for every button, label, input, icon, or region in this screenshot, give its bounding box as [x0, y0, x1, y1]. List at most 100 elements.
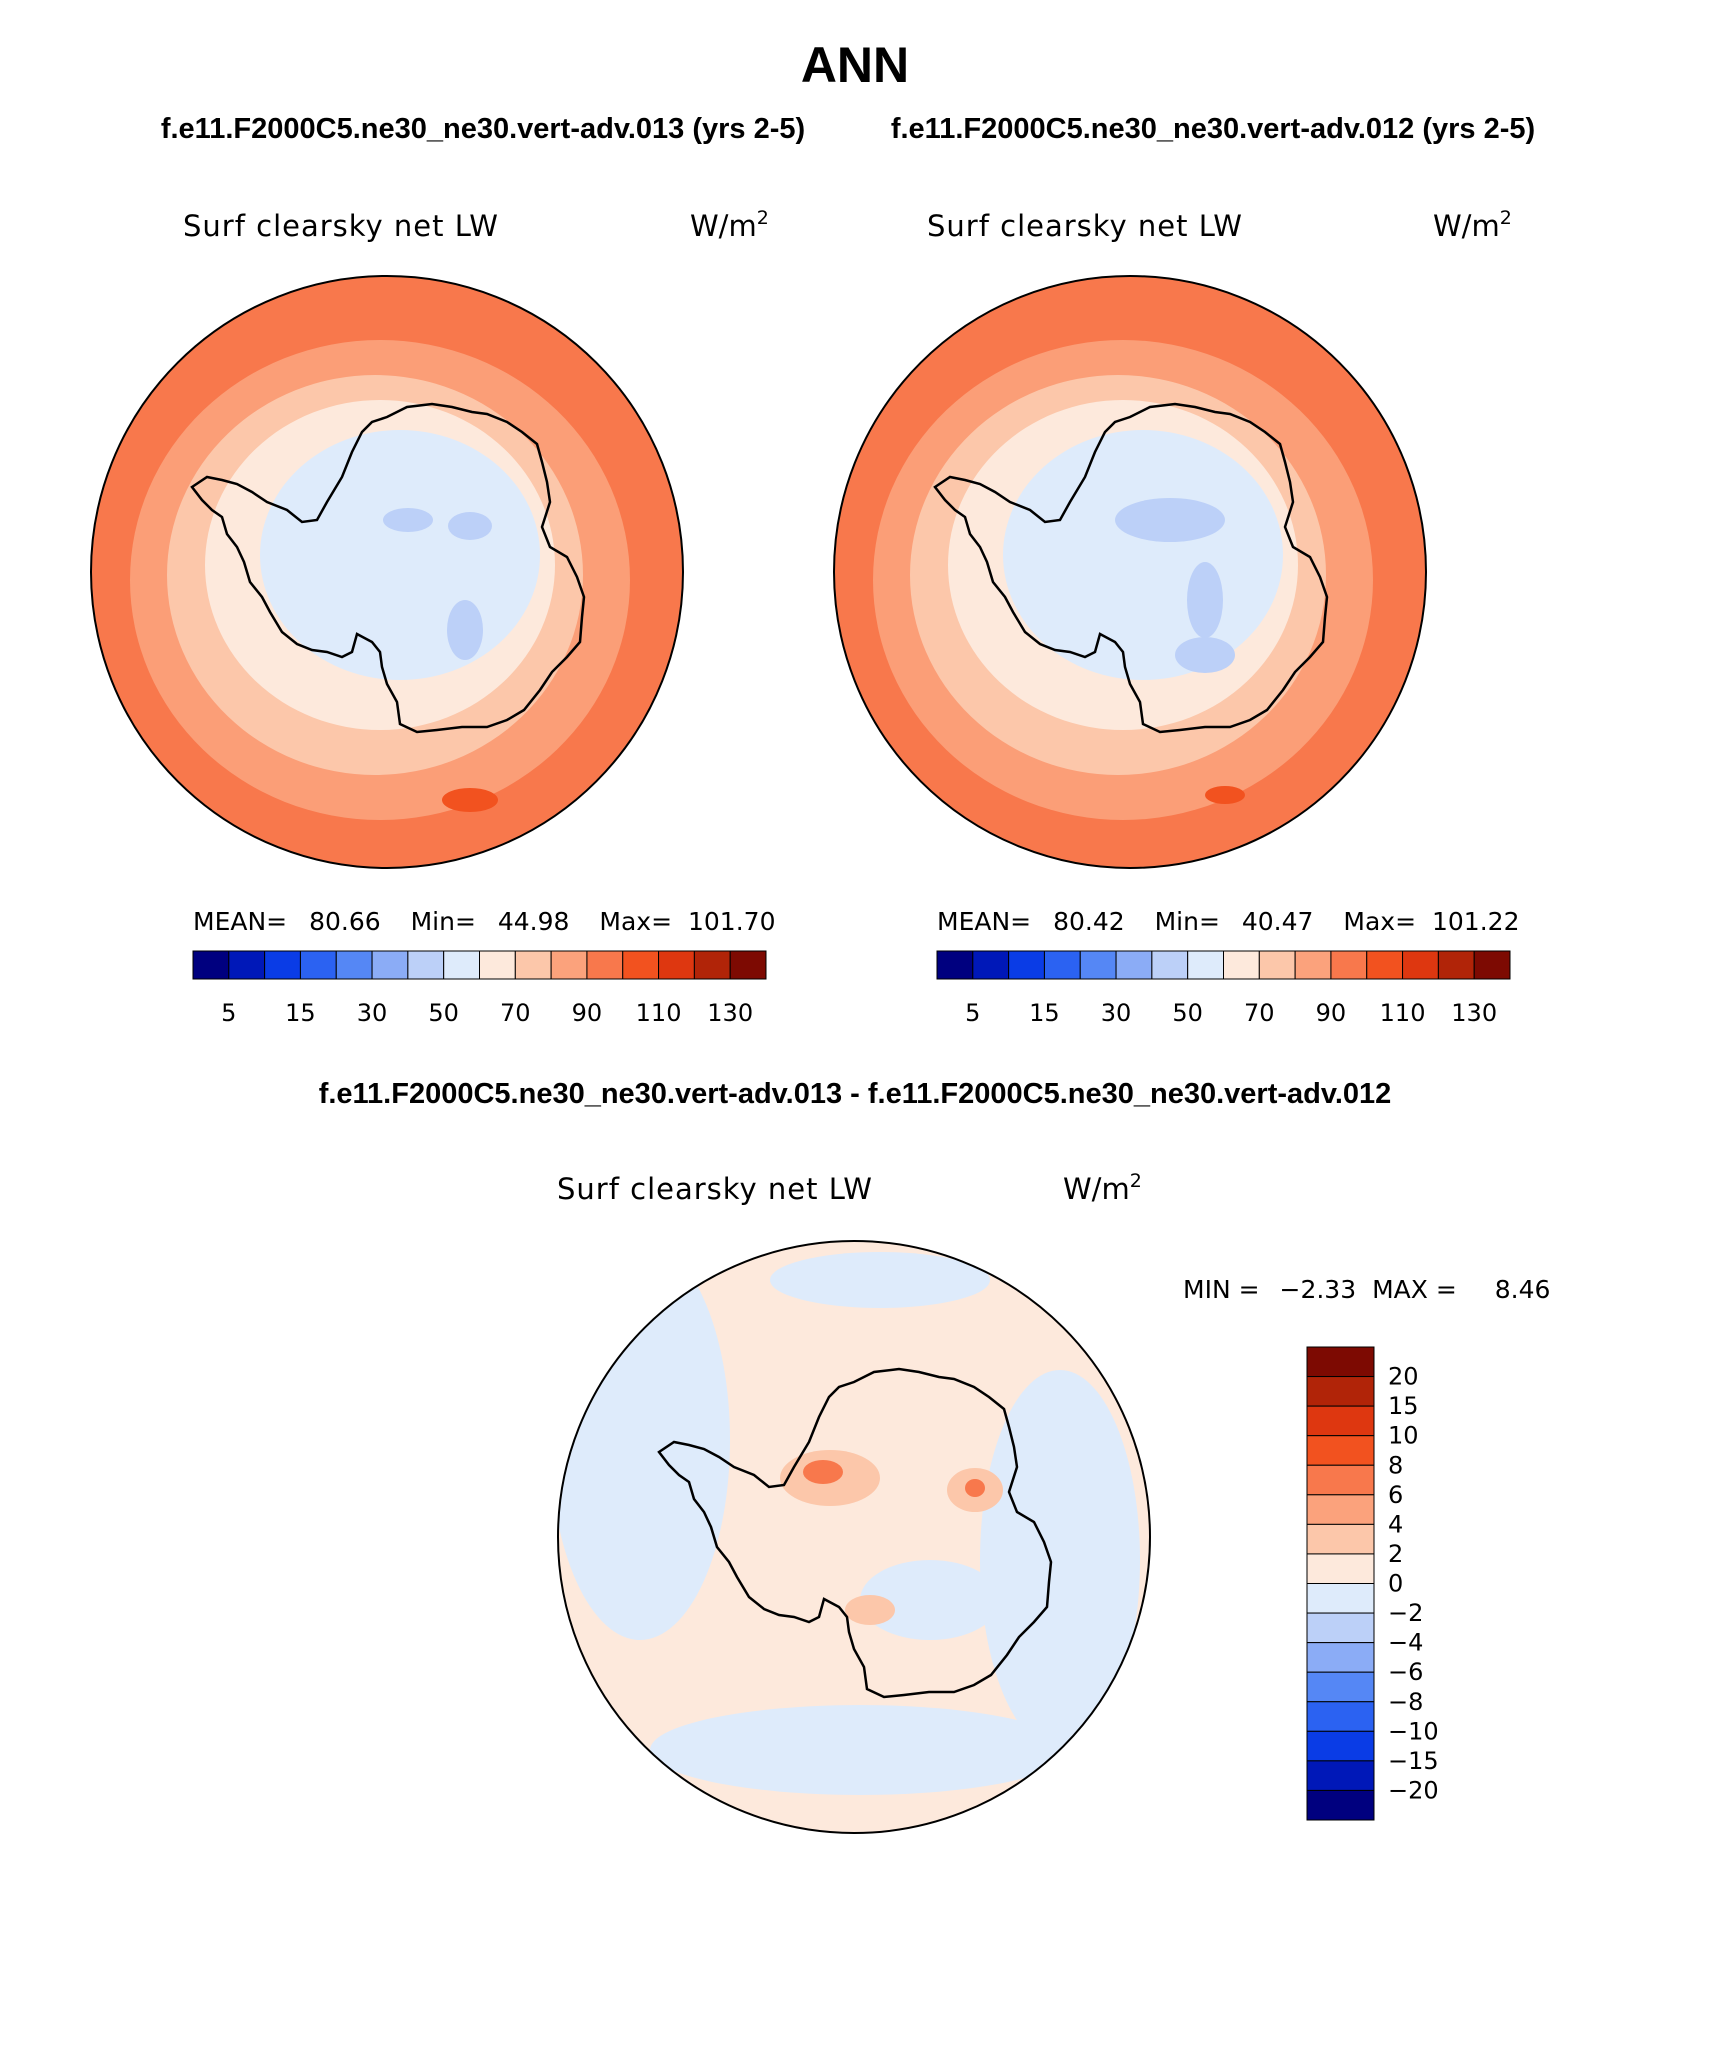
colorbar-swatch	[1306, 1671, 1375, 1703]
map2-max-a	[1205, 786, 1245, 804]
colorbar-swatch	[936, 950, 974, 980]
map3-pos-c	[845, 1595, 895, 1625]
colorbar-swatch	[1330, 950, 1368, 980]
colorbar-tick-label: 0	[1388, 1570, 1403, 1598]
colorbar-swatch	[1306, 1583, 1375, 1614]
colorbar-tick-label: 90	[1316, 999, 1347, 1027]
map2-max-b	[1476, 566, 1488, 574]
panel1-stats: MEAN= 80.66 Min= 44.98 Max= 101.70	[193, 907, 775, 936]
colorbar-tick-label: 20	[1388, 1363, 1419, 1391]
colorbar-swatch	[1079, 950, 1117, 980]
map1-min-a	[383, 508, 433, 532]
colorbar-swatch	[1306, 1760, 1375, 1791]
panel2-stats: MEAN= 80.42 Min= 40.47 Max= 101.22	[937, 907, 1519, 936]
colorbar-swatch	[1473, 950, 1511, 980]
colorbar-tick-label: 130	[1451, 999, 1497, 1027]
panel3-units: W/m2	[1063, 1170, 1142, 1206]
colorbar-swatch	[1151, 950, 1189, 980]
panel-difference: Surf clearsky net LW W/m2 MIN = −2.33 MA…	[557, 1170, 1550, 1834]
colorbar-swatch	[622, 950, 660, 980]
colorbar-swatch	[693, 950, 731, 980]
colorbar-tick-label: 90	[572, 999, 603, 1027]
colorbar-swatch	[264, 950, 301, 980]
colorbar-swatch	[658, 950, 695, 980]
map2-border	[833, 275, 1427, 869]
map2-min-c	[1175, 637, 1235, 673]
colorbar-tick-label: −20	[1388, 1776, 1439, 1804]
colorbar-tick-label: −10	[1388, 1717, 1439, 1745]
colorbar-swatch	[1306, 1553, 1375, 1584]
map-case2	[834, 276, 1488, 868]
colorbar-tick-label: 4	[1388, 1510, 1403, 1538]
colorbar-swatch	[1306, 1494, 1375, 1525]
colorbar-swatch	[1043, 950, 1081, 980]
colorbar-tick-label: 70	[1244, 999, 1275, 1027]
colorbar-swatch	[335, 950, 373, 980]
map1-border	[90, 275, 684, 869]
panel-case1: Surf clearsky net LW W/m2 MEAN= 80.66 Mi…	[90, 207, 775, 1027]
colorbar-tick-label: −2	[1388, 1599, 1423, 1627]
colorbar-tick-label: 70	[500, 999, 531, 1027]
map1-max-a	[442, 788, 498, 812]
colorbar-tick-label: 2	[1388, 1540, 1403, 1568]
season-title: ANN	[801, 37, 909, 93]
colorbar-swatch	[299, 950, 337, 980]
colorbar-tick-label: −15	[1388, 1747, 1439, 1775]
map3-neg-north	[770, 1252, 990, 1308]
colorbar-swatch	[1306, 1730, 1375, 1762]
colorbar-swatch	[1306, 1612, 1375, 1644]
colorbar-swatch	[371, 950, 409, 980]
colorbar-swatch	[1115, 950, 1153, 980]
map3-border	[557, 1240, 1151, 1834]
map1-min-b	[447, 600, 483, 660]
colorbar-swatch	[192, 950, 230, 980]
colorbar-tick-label: 30	[1101, 999, 1132, 1027]
map1-plateau-60	[260, 430, 540, 680]
colorbar-swatch	[443, 950, 480, 980]
map2-plateau-60	[1003, 430, 1283, 680]
colorbar-swatch	[1306, 1464, 1375, 1496]
map2-min-a	[1115, 498, 1225, 542]
colorbar-swatch	[1008, 950, 1045, 980]
colorbar-tick-label: 5	[221, 999, 236, 1027]
colorbar-swatch	[1294, 950, 1332, 980]
colorbar-swatch	[407, 950, 445, 980]
colorbar-swatch	[586, 950, 624, 980]
colorbar-swatch	[1306, 1642, 1375, 1673]
colorbar-swatch	[1402, 950, 1439, 980]
panel-case2: Surf clearsky net LW W/m2 MEAN= 80.42 Mi…	[833, 207, 1519, 1027]
colorbar-swatch	[1258, 950, 1296, 980]
colorbar-swatch	[514, 950, 552, 980]
colorbar-tick-label: −4	[1388, 1629, 1423, 1657]
colorbar-tick-label: 130	[707, 999, 753, 1027]
map3-max-b	[965, 1479, 985, 1497]
panel3-variable: Surf clearsky net LW	[557, 1172, 873, 1206]
colorbar-tick-label: 15	[1388, 1392, 1419, 1420]
map1-max-b	[734, 566, 746, 574]
panel2-units: W/m2	[1433, 207, 1512, 243]
colorbar-swatch	[1187, 950, 1224, 980]
colorbar-swatch	[1437, 950, 1475, 980]
colorbar-tick-label: 110	[636, 999, 682, 1027]
colorbar-swatch	[972, 950, 1010, 980]
colorbar-swatch	[1366, 950, 1404, 980]
colorbar-swatch	[1306, 1346, 1375, 1378]
colorbar-swatch	[1306, 1701, 1375, 1732]
colorbar-tick-label: 50	[428, 999, 459, 1027]
map2-min-b	[1187, 562, 1223, 638]
panel3-stats: MIN = −2.33 MAX = 8.46	[1183, 1275, 1550, 1304]
map3-neg-west	[558, 1241, 730, 1640]
panel1-variable: Surf clearsky net LW	[183, 209, 499, 243]
colorbar-swatch	[550, 950, 588, 980]
map3-neg-plateau	[860, 1560, 1000, 1640]
colorbar-tick-label: 10	[1388, 1422, 1419, 1450]
colorbar-tick-label: 6	[1388, 1481, 1403, 1509]
panel2-variable: Surf clearsky net LW	[927, 209, 1243, 243]
colorbar-swatch	[1223, 950, 1260, 980]
colorbar-tick-label: −8	[1388, 1688, 1423, 1716]
colorbar-swatch	[479, 950, 516, 980]
colorbar-swatch	[1306, 1523, 1375, 1555]
map-case1	[91, 276, 746, 868]
